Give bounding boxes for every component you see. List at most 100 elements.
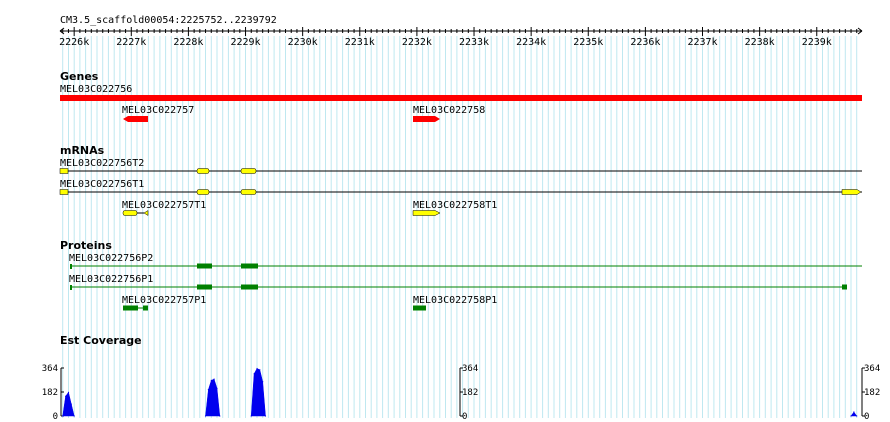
protein-label: MEL03C022756P2 bbox=[69, 253, 153, 264]
ruler-tick-label: 2228k bbox=[173, 37, 203, 48]
mrna-feature[interactable]: MEL03C022756T2 bbox=[59, 158, 862, 174]
axis-label: 364 bbox=[462, 364, 478, 374]
coverage-point bbox=[210, 379, 212, 381]
coverage-area bbox=[205, 378, 221, 417]
protein-feature[interactable]: MEL03C022758P1 bbox=[413, 295, 497, 311]
gene-bar bbox=[60, 95, 862, 101]
coverage-axis-middle: 364 182 0 bbox=[459, 364, 478, 422]
coverage-area bbox=[850, 411, 858, 417]
mrna-exon bbox=[143, 210, 149, 216]
axis-label: 182 bbox=[462, 388, 478, 398]
gene-feature[interactable]: MEL03C022756 bbox=[60, 84, 862, 101]
ruler-tick-label: 2226k bbox=[59, 37, 89, 48]
mrna-exon bbox=[196, 168, 210, 174]
ruler-tick-label: 2233k bbox=[459, 37, 489, 48]
ruler-tick-label: 2238k bbox=[745, 37, 775, 48]
ruler-left-arrow-icon bbox=[59, 27, 65, 35]
track-title-mrnas: mRNAs bbox=[60, 144, 105, 157]
ruler[interactable]: 2226k 2227k 2228k 2229k 2230k 2231k 2232k 2233k… bbox=[59, 27, 863, 48]
mrna-exon bbox=[412, 210, 441, 216]
coverage-point bbox=[853, 411, 855, 413]
axis-label: 0 bbox=[864, 412, 869, 422]
protein-block bbox=[842, 284, 847, 290]
ruler-tick-label: 2236k bbox=[630, 37, 660, 48]
ruler-tick-label: 2229k bbox=[230, 37, 260, 48]
protein-label: MEL03C022758P1 bbox=[413, 295, 497, 306]
coverage-point bbox=[67, 391, 70, 393]
region-label: CM3.5_scaffold00054:2225752..2239792 bbox=[60, 15, 277, 26]
axis-label: 182 bbox=[864, 388, 880, 398]
protein-block bbox=[70, 264, 72, 269]
ruler-tick-label: 2235k bbox=[573, 37, 603, 48]
gene-arrow-right-icon bbox=[413, 116, 440, 122]
protein-block bbox=[241, 284, 258, 290]
coverage-point bbox=[70, 403, 72, 405]
mrna-label: MEL03C022758T1 bbox=[413, 200, 497, 211]
protein-label: MEL03C022757P1 bbox=[122, 295, 206, 306]
ruler-tick-label: 2231k bbox=[345, 37, 375, 48]
protein-block bbox=[123, 305, 138, 311]
mrna-exon bbox=[59, 168, 69, 174]
coverage-point bbox=[856, 415, 858, 417]
coverage-point bbox=[213, 378, 215, 380]
axis-label: 364 bbox=[42, 364, 58, 374]
protein-block bbox=[241, 263, 258, 269]
coverage-point bbox=[216, 387, 218, 389]
gene-label: MEL03C022758 bbox=[413, 105, 485, 116]
ruler-tick-label: 2239k bbox=[802, 37, 832, 48]
grid-lines bbox=[62, 36, 858, 418]
gene-feature[interactable]: MEL03C022757 bbox=[122, 105, 194, 122]
est-coverage-chart[interactable]: 364 182 0 364 182 0 364 182 0 bbox=[42, 364, 881, 422]
coverage-point bbox=[256, 367, 258, 370]
protein-block bbox=[197, 284, 212, 290]
coverage-point bbox=[204, 415, 207, 417]
coverage-point bbox=[259, 369, 261, 371]
coverage-point bbox=[850, 415, 852, 417]
mrna-exon bbox=[240, 189, 257, 195]
gene-arrow-left-icon bbox=[123, 116, 148, 122]
coverage-point bbox=[62, 415, 64, 417]
ruler-tick-label: 2232k bbox=[402, 37, 432, 48]
ruler-tick-label: 2237k bbox=[687, 37, 717, 48]
coverage-area bbox=[62, 391, 75, 417]
axis-label: 182 bbox=[42, 388, 58, 398]
track-title-genes: Genes bbox=[60, 70, 99, 83]
coverage-point bbox=[219, 415, 221, 417]
coverage-point bbox=[253, 373, 255, 375]
coverage-series bbox=[62, 367, 858, 417]
track-title-proteins: Proteins bbox=[60, 239, 112, 252]
protein-feature[interactable]: MEL03C022757P1 bbox=[122, 295, 206, 311]
mrna-exon bbox=[59, 189, 69, 195]
protein-feature[interactable]: MEL03C022756P2 bbox=[69, 253, 862, 269]
mrna-exon bbox=[122, 210, 138, 216]
mrna-feature[interactable]: MEL03C022756T1 bbox=[59, 179, 862, 195]
mrna-feature[interactable]: MEL03C022757T1 bbox=[122, 200, 206, 216]
ruler-right-arrow-icon bbox=[857, 27, 863, 35]
coverage-area bbox=[250, 368, 266, 417]
coverage-point bbox=[73, 415, 75, 417]
ruler-tick-label: 2234k bbox=[516, 37, 546, 48]
coverage-axis-right: 364 182 0 bbox=[861, 364, 880, 422]
axis-label: 364 bbox=[864, 364, 880, 374]
ruler-ticks: 2226k 2227k 2228k 2229k 2230k 2231k 2232k 2233k… bbox=[59, 27, 858, 48]
axis-label: 0 bbox=[462, 412, 467, 422]
coverage-point bbox=[250, 415, 252, 417]
protein-block bbox=[70, 285, 72, 290]
coverage-point bbox=[207, 389, 209, 391]
ruler-tick-label: 2227k bbox=[116, 37, 146, 48]
ruler-tick-label: 2230k bbox=[288, 37, 318, 48]
mrna-label: MEL03C022756T2 bbox=[60, 158, 144, 169]
mrna-exon bbox=[196, 189, 210, 195]
protein-block bbox=[197, 263, 212, 269]
mrna-label: MEL03C022756T1 bbox=[60, 179, 144, 190]
coverage-point bbox=[262, 381, 264, 383]
protein-block bbox=[413, 305, 426, 311]
protein-block bbox=[143, 305, 148, 311]
mrna-feature[interactable]: MEL03C022758T1 bbox=[412, 200, 497, 216]
track-title-est-coverage: Est Coverage bbox=[60, 334, 142, 347]
mrna-label: MEL03C022757T1 bbox=[122, 200, 206, 211]
coverage-axis-left: 364 182 0 bbox=[42, 364, 64, 422]
protein-feature[interactable]: MEL03C022756P1 bbox=[69, 274, 847, 290]
gene-feature[interactable]: MEL03C022758 bbox=[413, 105, 485, 122]
